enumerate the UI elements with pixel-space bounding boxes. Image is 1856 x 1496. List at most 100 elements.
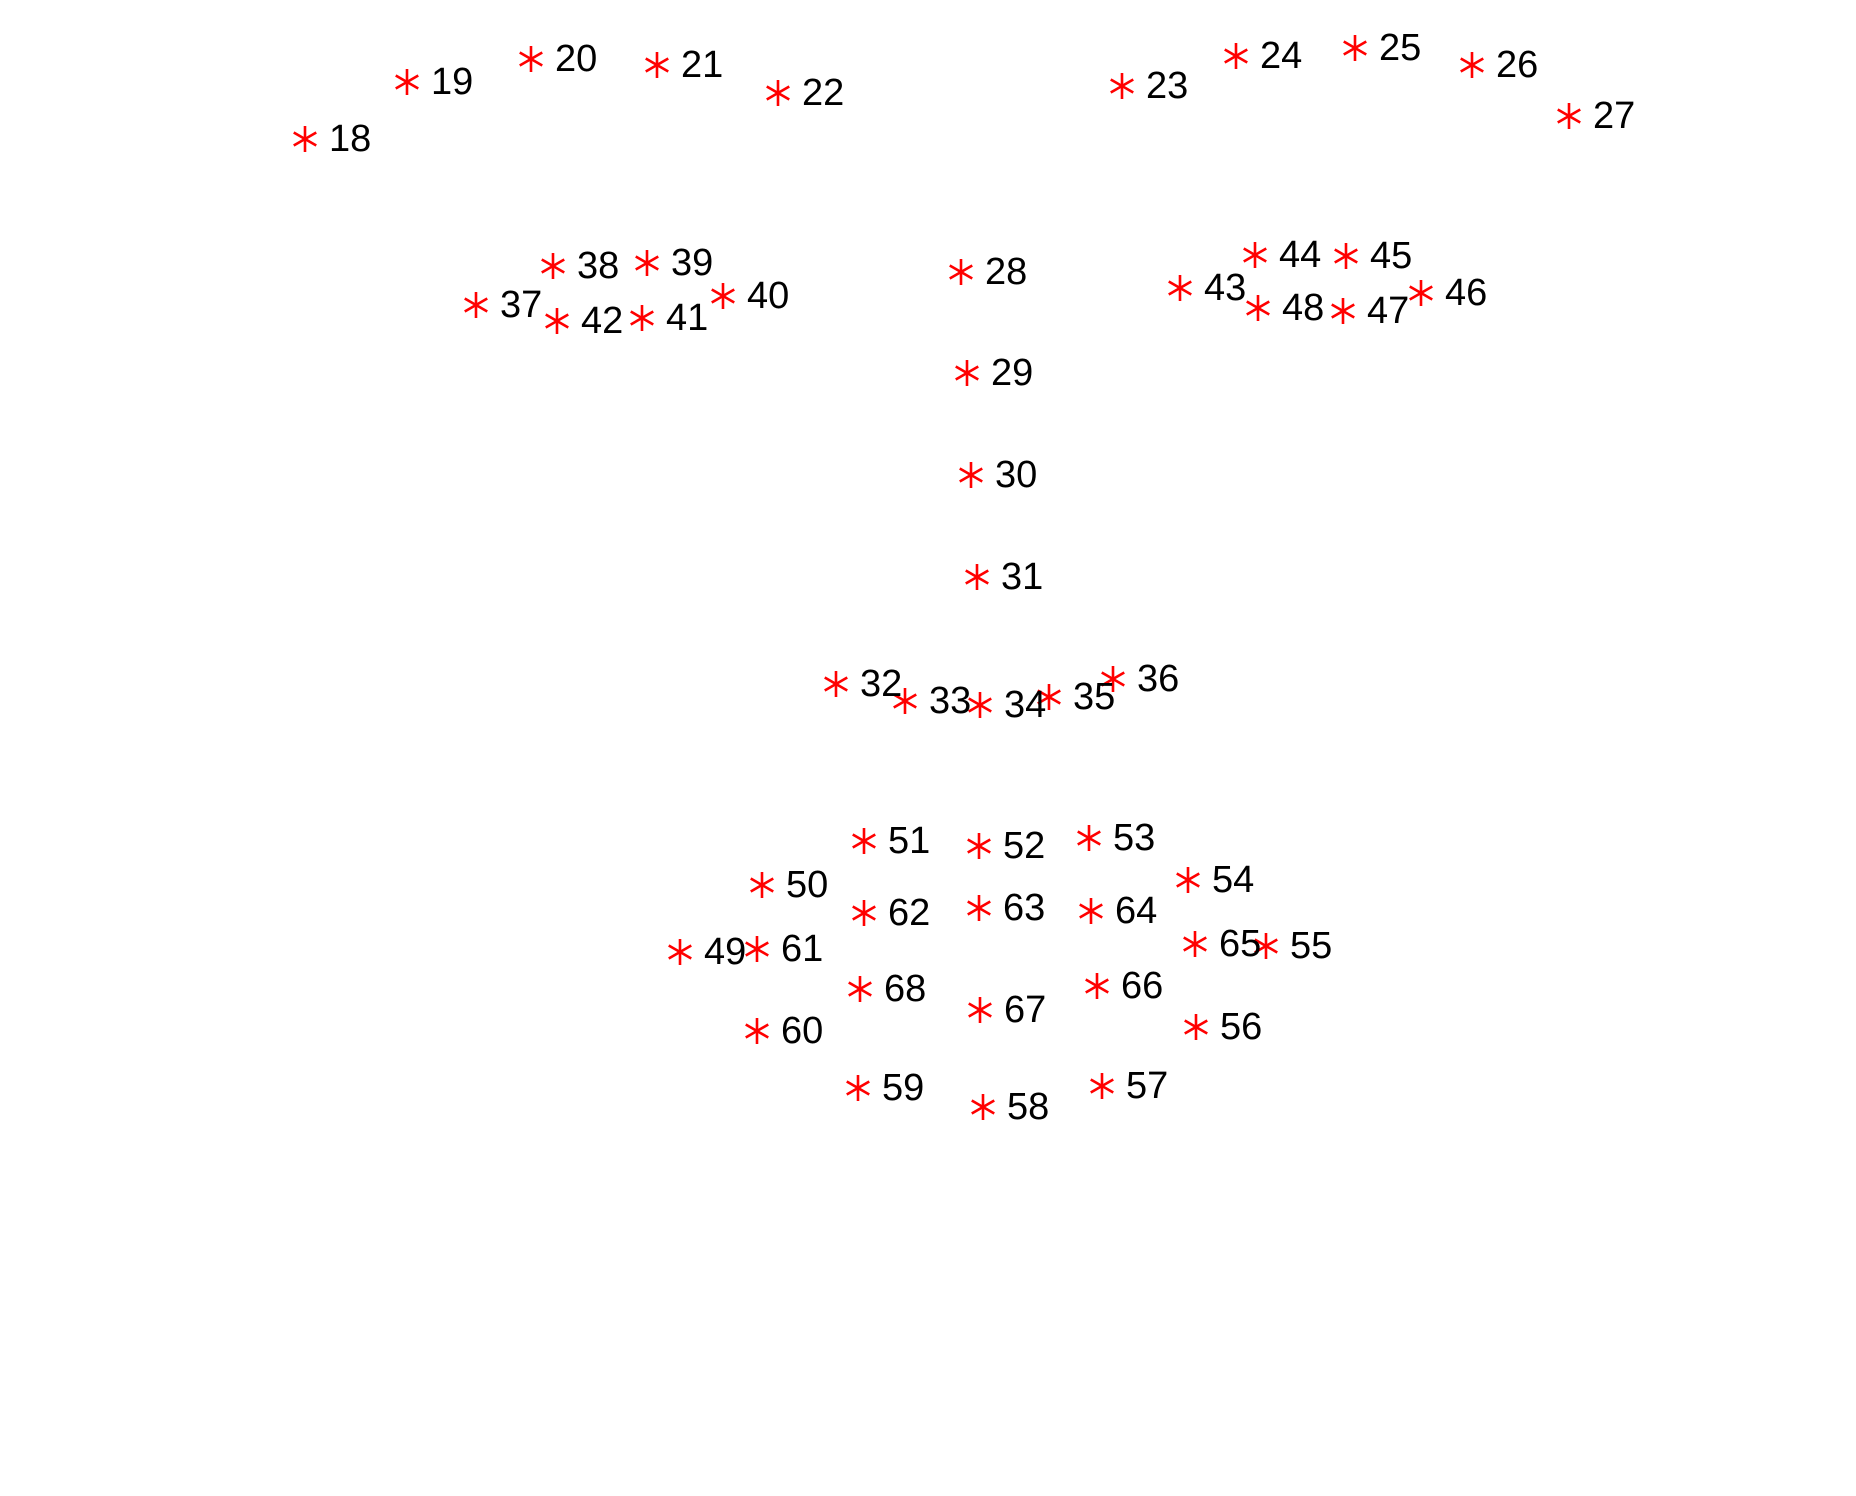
- point-label: 62: [888, 892, 930, 934]
- point-label: 68: [884, 968, 926, 1010]
- point-label: 61: [781, 928, 823, 970]
- point-marker: [1090, 1073, 1114, 1099]
- point-label: 32: [860, 663, 902, 705]
- point-marker: [968, 997, 992, 1023]
- point-marker: [955, 360, 979, 386]
- point-marker: [1343, 35, 1367, 61]
- point-label: 41: [666, 297, 708, 339]
- point-label: 47: [1367, 290, 1409, 332]
- point-marker: [395, 69, 419, 95]
- point-marker: [967, 895, 991, 921]
- point-label: 53: [1113, 817, 1155, 859]
- point-marker: [1183, 931, 1207, 957]
- point-marker: [1184, 1014, 1208, 1040]
- point-marker: [630, 305, 654, 331]
- point-marker: [893, 688, 917, 714]
- point-label: 57: [1126, 1065, 1168, 1107]
- point-label: 25: [1379, 27, 1421, 69]
- point-marker: [968, 692, 992, 718]
- point-marker: [645, 52, 669, 78]
- point-marker: [750, 872, 774, 898]
- marks-layer: [293, 35, 1581, 1120]
- point-label: 21: [681, 44, 723, 86]
- point-label: 33: [929, 680, 971, 722]
- point-label: 58: [1007, 1086, 1049, 1128]
- point-label: 46: [1445, 272, 1487, 314]
- point-marker: [635, 250, 659, 276]
- point-marker: [1254, 933, 1278, 959]
- point-label: 59: [882, 1067, 924, 1109]
- point-marker: [1079, 898, 1103, 924]
- point-marker: [1077, 825, 1101, 851]
- point-marker: [541, 253, 565, 279]
- point-label: 29: [991, 352, 1033, 394]
- point-label: 60: [781, 1010, 823, 1052]
- point-marker: [1334, 243, 1358, 269]
- point-label: 67: [1004, 989, 1046, 1031]
- point-marker: [824, 671, 848, 697]
- point-label: 40: [747, 275, 789, 317]
- point-marker: [848, 976, 872, 1002]
- point-marker: [293, 126, 317, 152]
- point-label: 36: [1137, 658, 1179, 700]
- point-label: 34: [1004, 684, 1046, 726]
- point-label: 30: [995, 454, 1037, 496]
- point-marker: [745, 1018, 769, 1044]
- point-marker: [852, 828, 876, 854]
- point-label: 26: [1496, 44, 1538, 86]
- point-marker: [949, 259, 973, 285]
- point-label: 19: [431, 61, 473, 103]
- point-marker: [1168, 275, 1192, 301]
- point-label: 63: [1003, 887, 1045, 929]
- point-label: 51: [888, 820, 930, 862]
- labels-layer: 18 19 20 21 22 23 24 25 26 27 28 29 30 31 32 33 34 35 36 37…: [329, 27, 1635, 1128]
- point-marker: [766, 80, 790, 106]
- point-marker: [545, 308, 569, 334]
- point-label: 23: [1146, 65, 1188, 107]
- point-label: 38: [577, 245, 619, 287]
- point-label: 65: [1219, 923, 1261, 965]
- point-label: 42: [581, 300, 623, 342]
- point-label: 48: [1282, 287, 1324, 329]
- point-marker: [1243, 242, 1267, 268]
- point-marker: [1110, 73, 1134, 99]
- point-label: 20: [555, 38, 597, 80]
- point-marker: [464, 292, 488, 318]
- point-label: 50: [786, 864, 828, 906]
- point-marker: [852, 900, 876, 926]
- point-marker: [846, 1075, 870, 1101]
- point-marker: [1460, 52, 1484, 78]
- point-label: 55: [1290, 925, 1332, 967]
- point-label: 66: [1121, 965, 1163, 1007]
- point-label: 35: [1073, 676, 1115, 718]
- point-marker: [967, 833, 991, 859]
- point-label: 28: [985, 251, 1027, 293]
- point-label: 64: [1115, 890, 1157, 932]
- point-label: 49: [704, 931, 746, 973]
- point-marker: [1224, 43, 1248, 69]
- point-marker: [1557, 103, 1581, 129]
- point-label: 45: [1370, 235, 1412, 277]
- point-label: 27: [1593, 95, 1635, 137]
- point-marker: [971, 1094, 995, 1120]
- point-label: 43: [1204, 267, 1246, 309]
- point-label: 44: [1279, 234, 1321, 276]
- point-label: 54: [1212, 859, 1254, 901]
- point-marker: [1085, 973, 1109, 999]
- point-label: 22: [802, 72, 844, 114]
- point-label: 31: [1001, 556, 1043, 598]
- point-marker: [711, 283, 735, 309]
- point-marker: [965, 564, 989, 590]
- point-marker: [1101, 666, 1125, 692]
- point-marker: [1409, 280, 1433, 306]
- point-label: 52: [1003, 825, 1045, 867]
- point-marker: [959, 462, 983, 488]
- point-marker: [1246, 295, 1270, 321]
- point-label: 37: [500, 284, 542, 326]
- point-label: 24: [1260, 35, 1302, 77]
- point-marker: [1176, 867, 1200, 893]
- point-marker: [1037, 684, 1061, 710]
- point-marker: [668, 939, 692, 965]
